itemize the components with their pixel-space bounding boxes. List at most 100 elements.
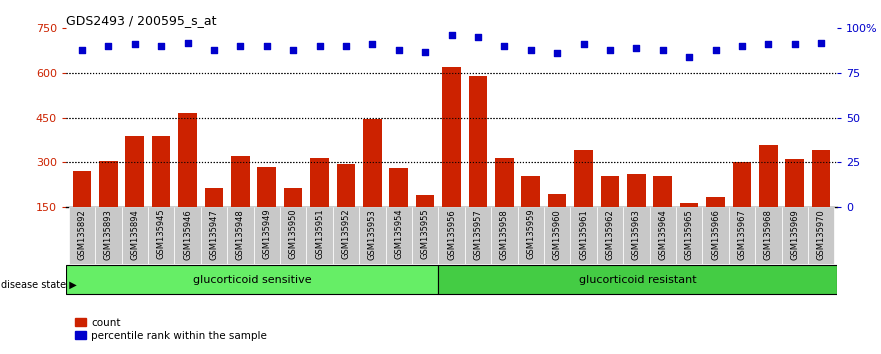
Point [313, 44, 327, 49]
Bar [389, 169, 408, 252]
Point [207, 47, 221, 53]
Text: GSM135967: GSM135967 [737, 209, 746, 260]
Bar [759, 144, 778, 252]
Bar [254, 207, 280, 264]
Point [392, 47, 406, 53]
Text: glucorticoid resistant: glucorticoid resistant [579, 275, 697, 285]
Text: GSM135946: GSM135946 [183, 209, 192, 259]
Text: GSM135950: GSM135950 [289, 209, 298, 259]
Bar [439, 266, 837, 294]
Bar [627, 174, 646, 252]
Bar [812, 150, 831, 252]
Bar [676, 207, 702, 264]
Bar [227, 207, 254, 264]
Text: GSM135952: GSM135952 [342, 209, 351, 259]
Bar [72, 171, 91, 252]
Bar [178, 113, 196, 252]
Text: GSM135969: GSM135969 [790, 209, 799, 259]
Bar [337, 164, 355, 252]
Bar [570, 207, 596, 264]
Bar [517, 207, 544, 264]
Bar [280, 207, 307, 264]
Bar [439, 207, 464, 264]
Bar [522, 176, 540, 252]
Text: GSM135893: GSM135893 [104, 209, 113, 260]
Bar [601, 176, 619, 252]
Point [154, 44, 168, 49]
Point [418, 49, 433, 55]
Bar [284, 188, 302, 252]
Text: GSM135953: GSM135953 [367, 209, 377, 259]
Bar [148, 207, 174, 264]
Text: GSM135951: GSM135951 [315, 209, 324, 259]
Point [101, 44, 115, 49]
Point [523, 47, 537, 53]
Point [470, 34, 485, 40]
Bar [808, 207, 834, 264]
Text: GSM135894: GSM135894 [130, 209, 139, 259]
Bar [544, 207, 570, 264]
Text: GSM135970: GSM135970 [817, 209, 825, 259]
Text: disease state ▶: disease state ▶ [1, 280, 77, 290]
Bar [363, 119, 381, 252]
Text: GSM135954: GSM135954 [394, 209, 403, 259]
Point [735, 44, 749, 49]
Point [444, 33, 458, 38]
Bar [69, 207, 95, 264]
Bar [755, 207, 781, 264]
Bar [204, 188, 223, 252]
Bar [596, 207, 623, 264]
Bar [66, 266, 439, 294]
Bar [733, 162, 751, 252]
Bar [310, 158, 329, 252]
Text: GSM135958: GSM135958 [500, 209, 509, 259]
Bar [495, 158, 514, 252]
Bar [99, 161, 117, 252]
Bar [386, 207, 412, 264]
Point [655, 47, 670, 53]
Bar [95, 207, 122, 264]
Point [682, 54, 696, 60]
Text: GSM135945: GSM135945 [157, 209, 166, 259]
Point [761, 41, 775, 47]
Bar [707, 197, 725, 252]
Bar [623, 207, 649, 264]
Bar [359, 207, 386, 264]
Text: glucorticoid sensitive: glucorticoid sensitive [193, 275, 312, 285]
Bar [307, 207, 333, 264]
Point [181, 40, 195, 45]
Bar [333, 207, 359, 264]
Bar [125, 136, 144, 252]
Point [497, 44, 511, 49]
Point [603, 47, 617, 53]
Text: GSM135948: GSM135948 [236, 209, 245, 259]
Bar [152, 136, 170, 252]
Point [233, 44, 248, 49]
Bar [786, 159, 804, 252]
Bar [781, 207, 808, 264]
Bar [257, 167, 276, 252]
Bar [469, 76, 487, 252]
Text: GSM135955: GSM135955 [420, 209, 430, 259]
Text: GSM135963: GSM135963 [632, 209, 640, 260]
Point [708, 47, 722, 53]
Text: GSM135961: GSM135961 [579, 209, 588, 259]
Bar [654, 176, 672, 252]
Legend: count, percentile rank within the sample: count, percentile rank within the sample [71, 314, 271, 345]
Bar [548, 194, 566, 252]
Point [366, 41, 380, 47]
Bar [649, 207, 676, 264]
Bar [201, 207, 227, 264]
Bar [122, 207, 148, 264]
Text: GSM135947: GSM135947 [210, 209, 218, 259]
Text: GSM135957: GSM135957 [473, 209, 483, 259]
Point [788, 41, 802, 47]
Bar [729, 207, 755, 264]
Text: GSM135949: GSM135949 [263, 209, 271, 259]
Bar [231, 156, 249, 252]
Point [128, 41, 142, 47]
Text: GSM135968: GSM135968 [764, 209, 773, 260]
Text: GSM135960: GSM135960 [552, 209, 561, 259]
Bar [416, 195, 434, 252]
Point [339, 44, 353, 49]
